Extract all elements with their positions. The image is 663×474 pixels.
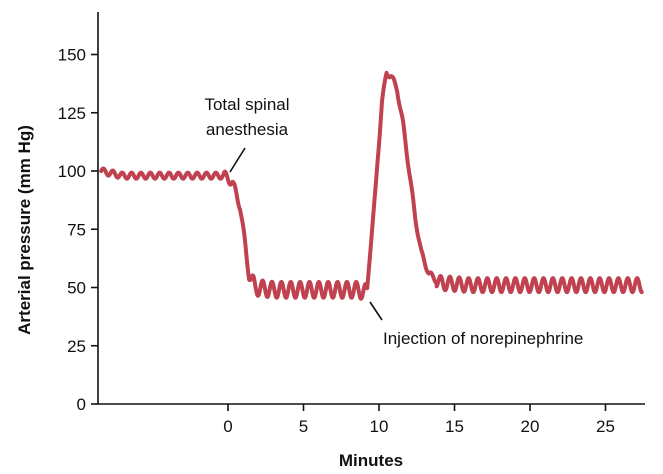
annotation-text-line: Total spinal (204, 95, 289, 114)
annotation-leader-line (229, 147, 246, 173)
y-tick-label: 25 (67, 337, 86, 356)
x-tick-label: 5 (299, 417, 308, 436)
y-tick-label: 125 (58, 104, 86, 123)
series-line (99, 70, 644, 301)
annotation-injection-of-norepinephrine: Injection of norepinephrine (369, 301, 583, 348)
annotation-leader-line (369, 301, 383, 321)
y-axis-title: Arterial pressure (mm Hg) (15, 125, 34, 335)
y-ticks: 0 25 50 75 100 125 150 (58, 46, 98, 414)
x-ticks: 0 5 10 15 20 25 (223, 404, 615, 436)
annotation-text-line: anesthesia (206, 120, 289, 139)
x-tick-label: 20 (521, 417, 540, 436)
y-tick-label: 50 (67, 279, 86, 298)
annotation-total-spinal-anesthesia: Total spinal anesthesia (204, 95, 290, 173)
x-tick-label: 25 (596, 417, 615, 436)
y-tick-label: 100 (58, 162, 86, 181)
x-tick-label: 0 (223, 417, 232, 436)
axes (97, 12, 645, 405)
x-tick-label: 15 (445, 417, 464, 436)
y-tick-label: 75 (67, 220, 86, 239)
x-axis-title: Minutes (339, 451, 403, 470)
x-tick-label: 10 (370, 417, 389, 436)
annotation-text-line: Injection of norepinephrine (383, 329, 583, 348)
y-tick-label: 150 (58, 46, 86, 65)
y-tick-label: 0 (77, 395, 86, 414)
